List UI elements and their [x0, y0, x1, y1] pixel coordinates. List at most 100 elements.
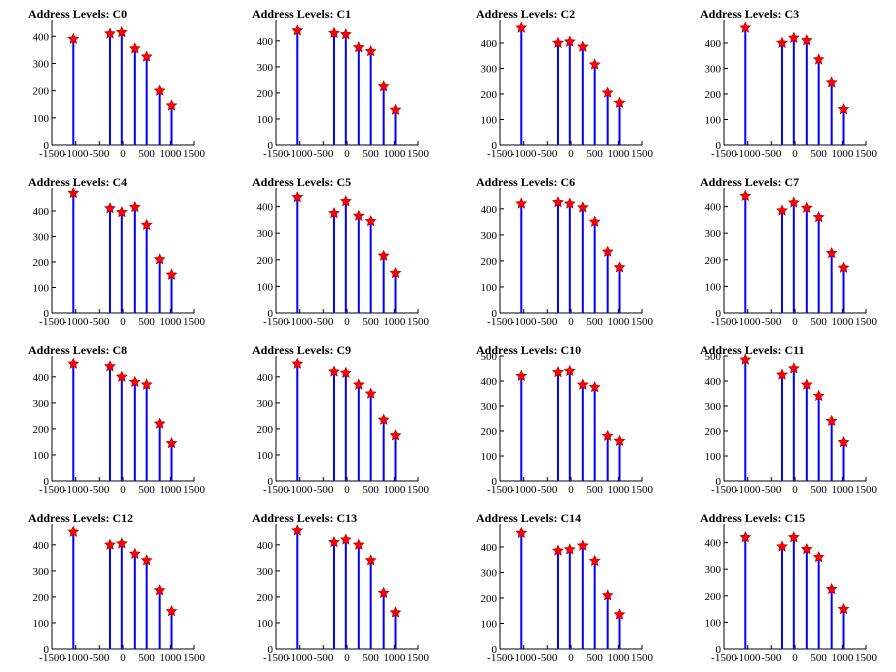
bar [369, 51, 372, 145]
bar [382, 86, 385, 145]
bar [568, 203, 571, 314]
x-tick-label: -500 [89, 652, 110, 664]
bar [556, 202, 559, 313]
bar [170, 274, 173, 313]
y-tick-label: 200 [257, 592, 274, 604]
bar [394, 435, 397, 481]
y-tick-label: 100 [705, 451, 722, 463]
peak-marker [165, 99, 178, 111]
x-tick-label: 0 [568, 484, 574, 496]
y-tick-label: 200 [33, 86, 50, 98]
bar [568, 41, 571, 145]
bar [520, 203, 523, 314]
y-tick-label: 0 [44, 476, 50, 488]
x-tick-label: -1500 [263, 484, 289, 496]
peak-marker [812, 53, 825, 65]
chart-panel: Address Levels: C13 0 100 200 300 400 -1500-10… [252, 511, 430, 664]
bar [568, 371, 571, 481]
x-tick-label: 0 [120, 652, 126, 664]
chart-panel: Address Levels: C6 0 100 200 300 400 -1500-100… [476, 175, 654, 328]
y-tick-label: 400 [705, 202, 722, 214]
bar [357, 47, 360, 146]
bar [133, 48, 136, 145]
x-tick-label: -1500 [39, 148, 65, 160]
x-tick-label: 1500 [407, 148, 430, 160]
peak-marker [515, 21, 528, 33]
chart-panel: Address Levels: C11 0 100 200 300 400 500 -1500… [700, 343, 878, 496]
x-tick-label: -1500 [487, 316, 513, 328]
x-tick-label: 1000 [831, 316, 854, 328]
peak-marker [563, 543, 576, 555]
y-tick-label: 0 [268, 476, 274, 488]
y-tick-label: 300 [33, 58, 50, 70]
peak-marker [104, 360, 116, 372]
y-tick-label: 0 [44, 140, 50, 152]
peak-marker [552, 36, 564, 49]
y-tick-label: 400 [481, 38, 498, 50]
chart-title: Address Levels: C7 [700, 175, 799, 189]
x-tick-label: -1000 [735, 484, 761, 496]
x-tick-label: 1000 [383, 484, 406, 496]
x-tick-label: 500 [810, 652, 827, 664]
x-tick-label: 0 [792, 652, 798, 664]
x-tick-label: 1500 [855, 148, 878, 160]
bar [780, 546, 783, 649]
y-tick-label: 300 [257, 398, 274, 410]
bar [120, 376, 123, 481]
bar [581, 207, 584, 313]
y-tick-label: 0 [268, 308, 274, 320]
chart-title: Address Levels: C9 [252, 343, 351, 357]
bar [817, 59, 820, 145]
peak-marker [613, 608, 626, 620]
bar [618, 614, 621, 649]
bar [145, 560, 148, 649]
peak-marker [800, 543, 813, 555]
x-tick-label: 1500 [855, 316, 878, 328]
x-tick-label: 1500 [407, 316, 430, 328]
y-tick-label: 100 [33, 113, 50, 125]
x-tick-label: -1500 [39, 316, 65, 328]
peak-marker [812, 551, 825, 563]
peak-marker [515, 526, 528, 538]
x-tick-label: -1000 [287, 484, 313, 496]
peak-marker [825, 582, 838, 595]
bar [369, 560, 372, 649]
x-tick-label: 1500 [407, 484, 430, 496]
bar [805, 40, 808, 145]
chart-panel: Address Levels: C7 0 100 200 300 400 -1500-100… [700, 175, 878, 328]
bar [830, 82, 833, 145]
bar [296, 30, 299, 146]
bar [842, 267, 845, 313]
peak-marker [837, 103, 850, 115]
x-tick-label: -1000 [511, 652, 537, 664]
peak-marker [328, 207, 340, 219]
y-tick-label: 0 [492, 476, 498, 488]
x-tick-label: 0 [568, 652, 574, 664]
chart-panel: Address Levels: C4 0 100 200 300 400 -1500-100… [28, 175, 206, 328]
y-tick-label: 200 [481, 256, 498, 268]
x-tick-label: 1500 [183, 484, 206, 496]
peak-marker [812, 389, 825, 402]
peak-marker [588, 215, 601, 227]
bar [108, 544, 111, 649]
bar [158, 423, 161, 481]
x-tick-label: 500 [810, 484, 827, 496]
bar [394, 612, 397, 649]
chart-panel: Address Levels: C8 0 100 200 300 400 -1500-100… [28, 343, 206, 496]
bar [830, 421, 833, 481]
x-tick-label: -1000 [735, 316, 761, 328]
chart-panel: Address Levels: C0 0 100 200 300 400 -1500-100… [28, 7, 206, 160]
chart-title: Address Levels: C0 [28, 7, 127, 21]
x-tick-label: 1000 [607, 652, 630, 664]
peak-marker [787, 362, 800, 374]
x-tick-label: -1500 [487, 148, 513, 160]
peak-marker [776, 540, 788, 552]
peak-marker [787, 196, 800, 208]
x-tick-label: 0 [344, 316, 350, 328]
chart-panel: Address Levels: C14 0 100 200 300 400 -1500-10… [476, 511, 654, 664]
x-tick-label: 500 [138, 316, 155, 328]
peak-marker [115, 537, 128, 549]
bar [830, 589, 833, 649]
peak-marker [128, 42, 141, 54]
bar [394, 109, 397, 145]
